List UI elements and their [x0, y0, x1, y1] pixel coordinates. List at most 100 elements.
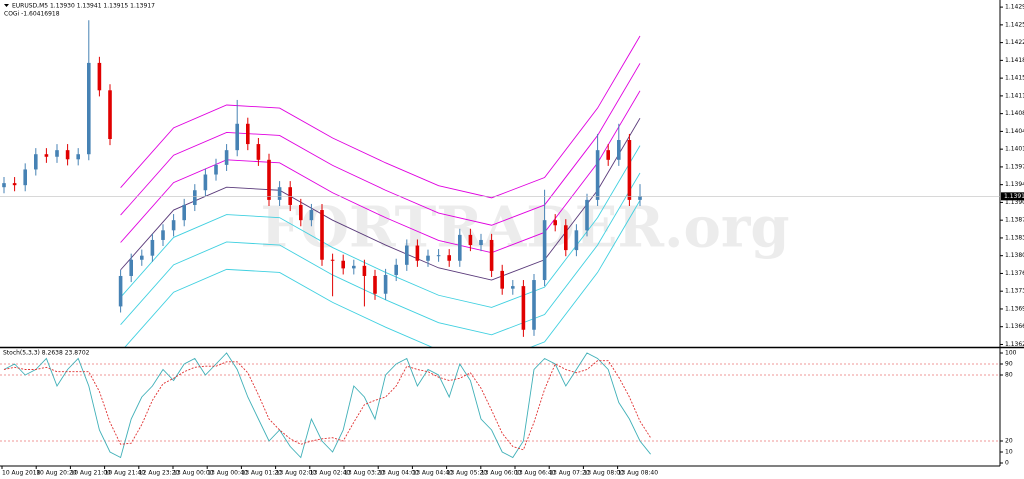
candle-body [447, 255, 451, 261]
candle-body [97, 62, 102, 91]
candle-body [595, 150, 600, 200]
candle-body [224, 150, 229, 165]
candle-body [193, 190, 197, 205]
y-tick-label: 1.13870 [1005, 217, 1024, 224]
candle-body [436, 255, 441, 257]
y-tick-label: 1.14255 [1005, 21, 1024, 28]
y-tick-label: 1.13695 [1005, 305, 1024, 312]
candle-body [65, 150, 70, 160]
x-tick-label: 13 Aug 03:20 [344, 470, 385, 477]
candle-body [638, 196, 642, 200]
candle-body [267, 159, 271, 200]
candle-body [500, 270, 504, 289]
x-tick-label: 10 Aug 21:00 [70, 470, 111, 477]
price-plot [2, 20, 642, 347]
x-tick-label: 13 Aug 00:40 [207, 470, 248, 477]
candle-body [87, 62, 91, 155]
y-tick-label: 1.14010 [1005, 146, 1024, 153]
stoch-tick-label: 10 [1005, 449, 1013, 456]
header: EURUSD,M5 1.13930 1.13941 1.13915 1.1391… [12, 3, 155, 10]
x-tick-label: 13 Aug 01:20 [241, 470, 282, 477]
candle-body [373, 275, 377, 294]
candle-body [161, 230, 165, 240]
x-tick-label: 10 Aug 21:40 [105, 470, 146, 477]
candle-body [542, 220, 547, 281]
candle-body [627, 140, 632, 200]
candle-body [235, 123, 239, 151]
candle-body [415, 245, 420, 261]
menu-arrow[interactable] [4, 4, 9, 7]
candle-body [341, 260, 345, 269]
x-tick-label: 13 Aug 06:00 [481, 470, 522, 477]
y-tick-label: 1.13800 [1005, 252, 1024, 259]
cog-band [120, 63, 641, 226]
candle-body [458, 234, 462, 261]
y-tick-label: 1.14220 [1005, 39, 1024, 46]
stoch-main [3, 352, 651, 459]
candle-body [118, 275, 123, 307]
y-tick-label: 1.13975 [1005, 163, 1024, 170]
x-tick-label: 13 Aug 08:00 [583, 470, 624, 477]
candle-body [277, 187, 282, 200]
candle-body [150, 239, 155, 256]
candle-body [405, 245, 409, 265]
candle-body [489, 239, 494, 271]
candle-body [330, 259, 335, 261]
candle-body [12, 183, 17, 186]
y-tick-label: 1.14115 [1005, 92, 1024, 99]
x-tick-label: 13 Aug 08:40 [618, 470, 659, 477]
candle-body [521, 286, 526, 330]
candle-body [129, 259, 133, 276]
candle-body [606, 150, 610, 160]
candle-body [532, 280, 536, 330]
candle-body [468, 234, 473, 246]
cog-band [120, 117, 641, 281]
candle-body [320, 210, 324, 260]
stoch-tick-label: 90 [1005, 361, 1013, 368]
candle-body [182, 204, 186, 221]
y-tick-label: 1.14150 [1005, 75, 1024, 82]
y-tick-label: 1.13835 [1005, 234, 1024, 241]
y-tick-label: 1.13765 [1005, 270, 1024, 277]
candle-body [383, 274, 388, 294]
candle-body [617, 140, 621, 160]
y-tick-label: 1.13730 [1005, 288, 1024, 295]
candle-body [574, 230, 579, 251]
y-tick-label: 1.13905 [1005, 199, 1024, 206]
x-tick-label: 13 Aug 00:00 [173, 470, 214, 477]
y-tick-label: 1.13940 [1005, 181, 1024, 188]
stoch-tick-label: 0 [1005, 460, 1009, 467]
stoch-tick-label: 100 [1005, 350, 1017, 357]
y-tick-label: 1.13625 [1005, 341, 1024, 348]
last-price-label: 1.13917 [1004, 193, 1024, 200]
x-tick-label: 10 Aug 20:20 [36, 470, 77, 477]
candle-body [352, 265, 356, 269]
cog-band [124, 200, 641, 347]
candle-body [171, 220, 176, 231]
stoch-tick-label: 20 [1005, 438, 1013, 445]
candle-body [585, 199, 589, 231]
candle-body [564, 225, 568, 251]
y-tick-label: 1.14185 [1005, 57, 1024, 64]
stoch-signal [3, 360, 651, 451]
stoch-label: Stoch(5,3,3) 8.2638 23.8702 [3, 350, 90, 357]
candle-body [34, 154, 38, 170]
candle-body [246, 123, 250, 145]
cog-band [120, 90, 641, 254]
x-tick-label: 12 Aug 23:20 [139, 470, 180, 477]
indicator-label: COGi -1.60416918 [4, 11, 60, 18]
candle-body [140, 255, 144, 260]
candle-body [362, 265, 367, 276]
y-tick-label: 1.14290 [1005, 4, 1024, 11]
last-price-tag [1001, 192, 1024, 201]
x-tick-label: 10 Aug 2018 [2, 470, 41, 477]
candle-body [2, 183, 6, 188]
candle-body [394, 264, 398, 275]
candle-body [44, 154, 49, 157]
candle-body [426, 255, 430, 261]
x-tick-label: 13 Aug 02:00 [276, 470, 317, 477]
candle-body [511, 286, 515, 289]
x-tick-label: 13 Aug 04:40 [412, 470, 453, 477]
candle-body [299, 204, 303, 221]
